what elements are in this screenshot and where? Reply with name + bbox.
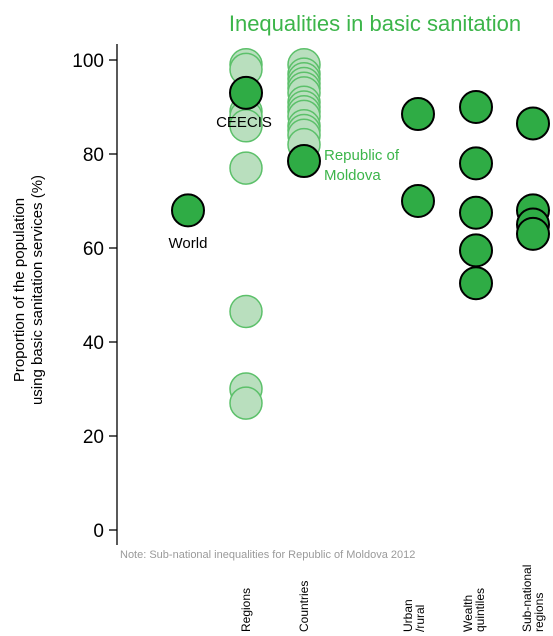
y-tick-label: 40	[83, 333, 104, 354]
category-label-regions: Regions	[239, 588, 253, 632]
data-point-regions	[229, 151, 263, 185]
data-point-regions-highlight	[229, 75, 263, 110]
annotation-world: World	[169, 235, 208, 252]
category-label-line: Countries	[297, 581, 311, 632]
category-label-line: Regions	[239, 588, 253, 632]
data-point-regions	[229, 294, 263, 329]
category-label-line: Wealth	[461, 595, 475, 632]
annotations: World CEECIS Republic of Moldova	[169, 114, 400, 252]
annotation-moldova-line2: Moldova	[324, 167, 381, 184]
y-tick-label: 100	[72, 51, 104, 72]
category-label-line: regions	[532, 593, 546, 632]
data-point-urban_rural-highlight	[401, 184, 435, 218]
y-axis-label-line2: using basic sanitation services (%)	[29, 175, 46, 405]
data-point-world-highlight	[171, 193, 205, 228]
data-point-urban_rural-highlight	[401, 97, 435, 132]
data-point-regions	[229, 386, 263, 420]
category-label-line: /rural	[413, 605, 427, 632]
data-points	[171, 47, 550, 420]
data-point-wealth-highlight	[459, 233, 493, 268]
y-tick-label: 60	[83, 239, 104, 260]
data-point-wealth-highlight	[459, 146, 493, 181]
category-labels: Regions Countries Urban/rural Wealthquintil…	[239, 565, 546, 632]
y-axis-label-line1: Proportion of the population	[11, 198, 28, 382]
y-tick-label: 20	[83, 427, 104, 448]
chart-note: Note: Sub-national inequalities for Repu…	[120, 549, 415, 561]
chart-title: Inequalities in basic sanitation	[229, 11, 521, 36]
category-label-countries: Countries	[297, 581, 311, 632]
annotation-moldova-line1: Republic of	[324, 147, 400, 164]
category-label-line: Sub-national	[520, 565, 534, 632]
data-point-countries-highlight	[287, 144, 321, 179]
data-point-wealth-highlight	[459, 195, 493, 230]
y-axis-ticks: 0 20 40 60 80 100	[72, 51, 117, 542]
category-label-line: quintiles	[473, 588, 487, 632]
y-tick-label: 80	[83, 145, 104, 166]
y-tick-label: 0	[93, 521, 104, 542]
data-point-wealth-highlight	[459, 90, 493, 124]
y-axis-label: Proportion of the population using basic…	[11, 175, 46, 405]
data-point-subnational-highlight	[516, 216, 550, 251]
annotation-ceecis: CEECIS	[216, 114, 272, 131]
category-label-line: Urban	[401, 599, 415, 632]
data-point-subnational-highlight	[516, 106, 550, 141]
data-point-wealth-highlight	[459, 266, 493, 301]
category-label-urban_rural: Urban/rural	[401, 599, 427, 632]
